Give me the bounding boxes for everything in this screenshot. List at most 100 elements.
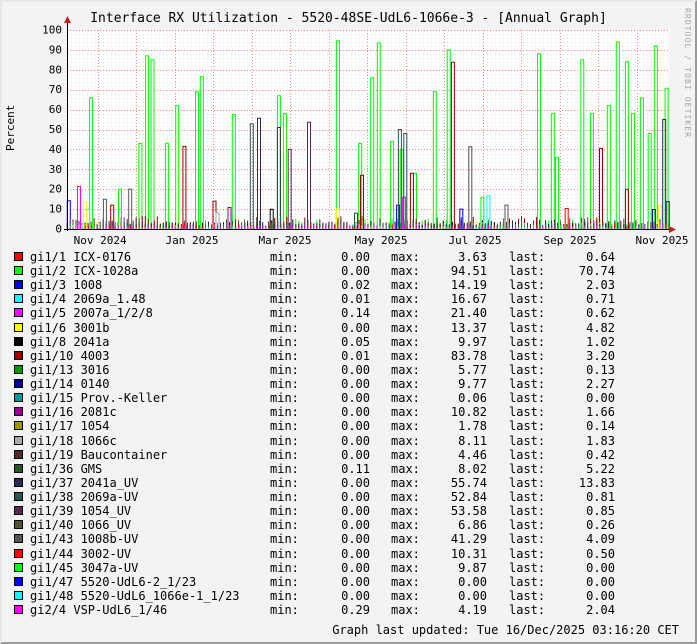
legend-min-value: 0.29	[341, 603, 370, 617]
y-axis-tick-label: 90	[49, 43, 62, 56]
legend-series-label: gi1/8 2041a	[30, 334, 110, 349]
legend-max-value: 5.77	[458, 362, 487, 377]
legend-series-label: gi1/16 2081c	[30, 405, 117, 420]
legend-row: gi1/48 5520-UdL6_1066e-1_1/23 min: 0.00 max…	[2, 588, 695, 604]
legend-swatch	[14, 308, 23, 318]
legend-row: gi1/47 5520-UdL6-2_1/23 min: 0.00 max: 0.00 l…	[2, 574, 695, 590]
rrdtool-watermark: RRDTOOL / TOBI OETIKER	[683, 8, 692, 139]
legend-min-label: min:	[270, 250, 299, 264]
legend-last-value: 0.85	[586, 504, 615, 519]
legend-min-label: min:	[270, 574, 299, 589]
legend-series-label: gi1/15 Prov.-Keller	[30, 391, 168, 406]
legend-last-label: last:	[509, 574, 546, 589]
legend-max-label: max:	[391, 518, 420, 533]
legend-swatch	[14, 435, 23, 445]
legend-swatch	[14, 520, 23, 530]
legend-last-label: last:	[509, 518, 546, 533]
graph-title: Interface RX Utilization - 5520-48SE-UdL…	[90, 11, 607, 26]
legend-min-value: 0.00	[341, 574, 370, 589]
legend-last-value: 0.00	[586, 574, 615, 589]
legend-last-label: last:	[509, 546, 546, 561]
legend-series-label: gi1/1 ICX-0176	[30, 250, 132, 264]
legend-last-label: last:	[509, 433, 546, 448]
legend-last-label: last:	[509, 377, 546, 392]
legend-min-value: 0.00	[341, 250, 370, 264]
legend-max-value: 8.11	[458, 433, 487, 448]
legend-max-value: 0.00	[458, 574, 487, 589]
legend-swatch	[14, 534, 23, 544]
legend-series-label: gi1/18 1066c	[30, 433, 117, 448]
legend-series-label: gi1/17 1054	[30, 419, 110, 434]
legend-swatch	[14, 266, 23, 276]
legend-min-label: min:	[270, 292, 299, 307]
legend-swatch	[14, 463, 23, 473]
legend-last-value: 1.02	[586, 334, 615, 349]
legend-max-label: max:	[391, 490, 420, 505]
legend-max-value: 83.78	[450, 348, 487, 363]
legend-last-value: 0.00	[586, 391, 615, 406]
legend-last-label: last:	[509, 320, 546, 335]
legend-swatch	[14, 449, 23, 459]
legend-min-label: min:	[270, 461, 299, 476]
legend-max-label: max:	[391, 348, 420, 363]
legend-min-label: min:	[270, 405, 299, 420]
legend-max-value: 52.84	[450, 490, 487, 505]
legend-swatch	[14, 407, 23, 417]
legend-swatch	[14, 379, 23, 389]
legend-row: gi1/17 1054 min: 0.00 max: 1.78 last: 0.14	[2, 420, 695, 434]
legend-row: gi1/3 1008 min: 0.02 max: 14.19 last: 2.03	[2, 279, 695, 293]
legend-min-label: min:	[270, 475, 299, 490]
legend-row: gi1/37 2041a_UV min: 0.00 max: 55.74 last: 13.…	[2, 475, 695, 491]
legend-last-label: last:	[509, 348, 546, 363]
legend-swatch	[14, 576, 23, 586]
legend-max-label: max:	[391, 362, 420, 377]
legend-min-label: min:	[270, 588, 299, 603]
legend-max-label: max:	[391, 391, 420, 406]
legend-last-label: last:	[509, 362, 546, 377]
legend-series-label: gi1/39 1054_UV	[30, 504, 132, 519]
x-axis-tick-label: Nov 2024	[74, 234, 127, 247]
y-axis-tick-label: 40	[49, 143, 62, 156]
legend-last-value: 0.00	[586, 560, 615, 575]
legend-series-label: gi1/5 2007a_1/2/8	[30, 306, 153, 321]
legend-max-value: 16.67	[450, 292, 487, 307]
legend-last-value: 4.09	[586, 532, 615, 547]
y-axis-tick-label: 0	[55, 223, 62, 236]
legend-last-label: last:	[509, 532, 546, 547]
legend-last-label: last:	[509, 447, 546, 462]
legend-series-label: gi1/6 3001b	[30, 320, 110, 335]
legend-last-label: last:	[509, 560, 546, 575]
legend-swatch	[14, 605, 23, 614]
legend-max-label: max:	[391, 603, 420, 617]
x-axis-tick-label: May 2025	[355, 234, 408, 247]
last-updated-text: Graph last updated: Tue 16/Dec/2025 03:1…	[332, 623, 679, 637]
legend-last-label: last:	[509, 391, 546, 406]
legend-max-value: 13.37	[450, 320, 487, 335]
legend-series-label: gi1/3 1008	[30, 278, 103, 293]
legend-max-value: 94.51	[450, 264, 487, 279]
legend-last-label: last:	[509, 264, 546, 279]
legend-min-label: min:	[270, 433, 299, 448]
legend-row: gi1/2 ICX-1028a min: 0.00 max: 94.51 last: 70.…	[2, 265, 695, 279]
y-axis-tick-label: 60	[49, 103, 62, 116]
legend-swatch	[14, 506, 23, 516]
legend-max-value: 3.63	[458, 250, 487, 264]
legend-swatch	[14, 393, 23, 403]
legend-last-label: last:	[509, 461, 546, 476]
legend-last-value: 0.81	[586, 490, 615, 505]
legend-max-value: 10.31	[450, 546, 487, 561]
legend-min-label: min:	[270, 320, 299, 335]
legend-swatch	[14, 562, 23, 572]
legend-last-label: last:	[509, 306, 546, 321]
legend-max-value: 41.29	[450, 532, 487, 547]
legend-max-value: 9.77	[458, 377, 487, 392]
y-axis-arrow-icon	[64, 16, 71, 23]
legend-max-label: max:	[391, 250, 420, 264]
legend-max-label: max:	[391, 320, 420, 335]
y-axis-tick-label: 30	[49, 163, 62, 176]
legend-min-value: 0.14	[341, 306, 370, 321]
legend-min-value: 0.00	[341, 588, 370, 603]
legend-min-value: 0.00	[341, 475, 370, 490]
legend-max-value: 6.86	[458, 518, 487, 533]
